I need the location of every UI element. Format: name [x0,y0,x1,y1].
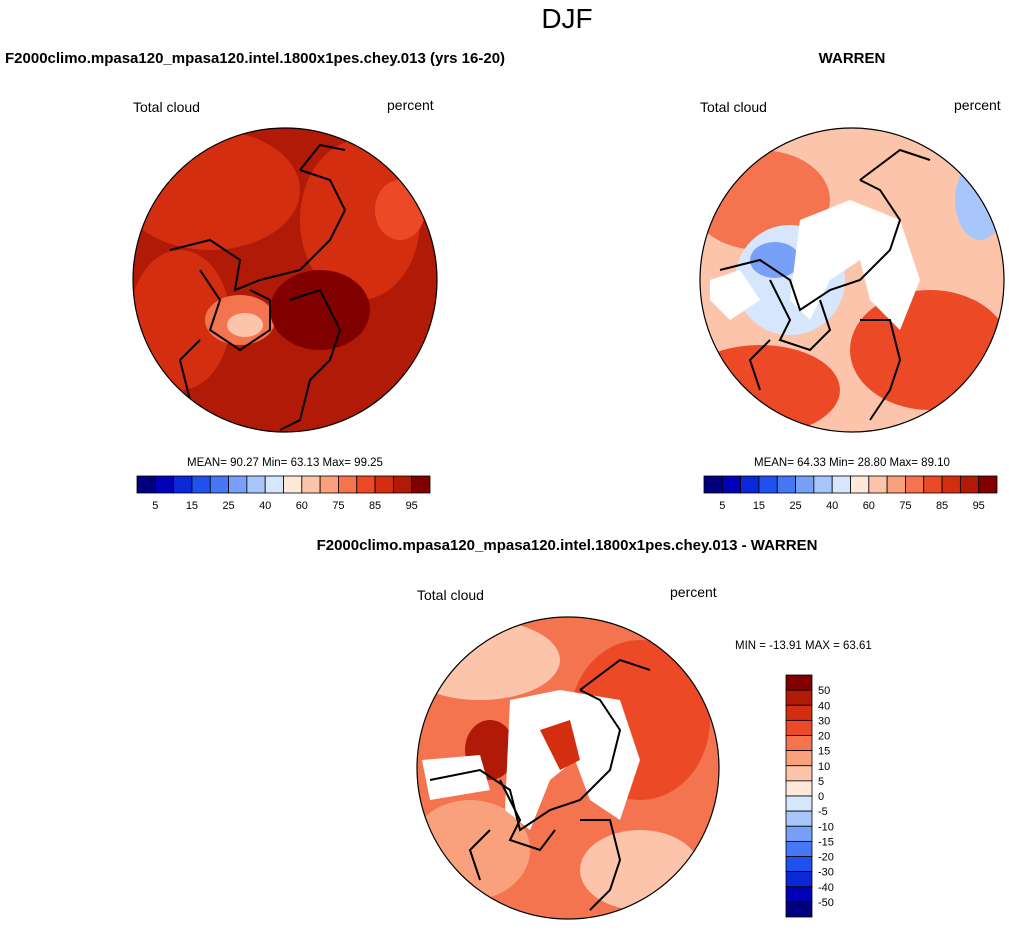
colorbar-box [785,674,813,691]
colorbar-label: -15 [818,836,834,848]
colorbar-label: 25 [789,500,801,512]
colorbar-box [758,475,778,494]
colorbar-label: 15 [186,500,198,512]
units-label: percent [954,97,1001,113]
colorbar-box [813,475,833,494]
colorbar-box [785,901,813,918]
colorbar-box [209,475,229,494]
colorbar-box [173,475,193,494]
colorbar-box [923,475,943,494]
colorbar-label: 40 [826,500,838,512]
variable-label: Total cloud [133,99,200,115]
variable-label: Total cloud [700,99,767,115]
units-label: percent [387,97,434,113]
colorbar-box [319,475,339,494]
colorbar-label: 75 [332,500,344,512]
colorbar-box [721,475,742,494]
colorbar-box [785,825,813,842]
colorbar-label: 60 [863,500,875,512]
colorbar-box [785,704,813,721]
colorbar-box [785,750,813,767]
colorbar-box [886,475,906,494]
polar-map [417,617,719,919]
colorbar-label: 10 [818,761,830,773]
colorbar-label: 75 [899,500,911,512]
colorbar-box [785,795,813,812]
colorbar-label: 15 [818,746,830,758]
colorbar-box [338,475,358,494]
colorbar-box [264,475,284,494]
colorbar-box [374,475,394,494]
colorbar-box [228,475,248,494]
colorbar-label: -50 [818,897,834,909]
stats-label: MEAN= 64.33 Min= 28.80 Max= 89.10 [754,457,950,469]
colorbar-box [850,475,870,494]
map-border [132,127,438,433]
colorbar-label: 40 [259,500,271,512]
panel-title: WARREN [819,50,886,67]
colorbar-label: 60 [296,500,308,512]
colorbar-label: 30 [818,715,830,727]
colorbar-box [785,735,813,752]
colorbar-box [703,475,723,494]
colorbar-box [283,475,303,494]
polar-map [700,128,1004,432]
colorbar-label: 15 [753,500,765,512]
colorbar-label: -40 [818,882,834,894]
colorbar-box [795,475,815,494]
colorbar-label: 95 [973,500,985,512]
colorbar-label: 5 [719,500,725,512]
map-border [699,127,1005,433]
colorbar-box [785,871,813,888]
colorbar-label: -30 [818,867,834,879]
colorbar-box [905,475,925,494]
units-label: percent [670,584,717,600]
colorbar-box [776,475,796,494]
colorbar-box [941,475,961,494]
colorbar-box [785,810,813,827]
colorbar-box [785,765,813,782]
colorbar-label: 20 [818,731,830,743]
colorbar-label: -10 [818,821,834,833]
colorbar-box [785,689,813,706]
colorbar-box [959,475,980,494]
colorbar-label: 5 [152,500,158,512]
colorbars: 5 15 25 40 60 75 85 95 5 15 25 40 60 75 85 955040302015… [136,475,998,918]
colorbar-box [740,475,760,494]
colorbar-box [246,475,266,494]
colorbar-box [831,475,851,494]
colorbar-box [785,886,813,903]
panel-title: F2000climo.mpasa120_mpasa120.intel.1800x… [317,537,818,554]
colorbar-label: 85 [369,500,381,512]
colorbar-box [978,475,998,494]
colorbar-box [411,475,431,494]
colorbar-label: 85 [936,500,948,512]
colorbar-label: 95 [406,500,418,512]
colorbar-box [868,475,888,494]
panel-title: F2000climo.mpasa120_mpasa120.intel.1800x… [5,50,505,67]
figure-title: DJF [541,3,592,34]
colorbar-box [301,475,321,494]
colorbar-label: 50 [818,685,830,697]
stats-label: MIN = -13.91 MAX = 63.61 [735,640,872,652]
colorbar-box [785,780,813,797]
colorbar-box [136,475,156,494]
colorbar-box [154,475,175,494]
stats-label: MEAN= 90.27 Min= 63.13 Max= 99.25 [187,457,383,469]
colorbar-label: 5 [818,776,824,788]
colorbar-box [392,475,413,494]
colorbar-box [785,856,813,873]
colorbar-label: 25 [222,500,234,512]
colorbar-label: -20 [818,852,834,864]
colorbar-label: 0 [818,791,824,803]
colorbar-box [191,475,211,494]
colorbar-box [356,475,376,494]
colorbar-label: 40 [818,700,830,712]
map-border [416,616,720,920]
colorbar-label: -5 [818,806,828,818]
colorbar-box [785,840,813,857]
variable-label: Total cloud [417,587,484,603]
colorbar-box [785,719,813,736]
